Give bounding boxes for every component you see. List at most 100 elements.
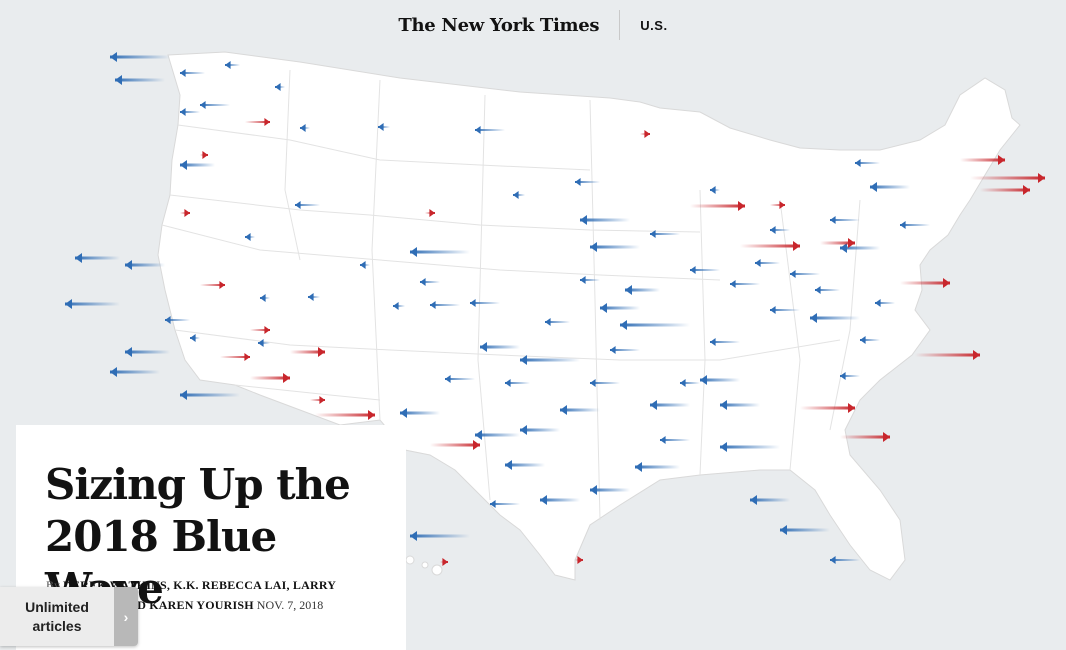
blue-shift-arrow: [469, 299, 501, 307]
red-shift-arrow: [219, 353, 251, 361]
blue-shift-arrow: [409, 247, 471, 257]
blue-shift-arrow: [519, 355, 581, 365]
blue-shift-arrow: [659, 436, 691, 444]
red-shift-arrow: [959, 155, 1006, 165]
blue-shift-arrow: [679, 379, 701, 387]
blue-shift-arrow: [479, 342, 521, 352]
red-shift-arrow: [799, 403, 856, 413]
blue-shift-arrow: [179, 160, 216, 170]
red-shift-arrow: [899, 278, 951, 288]
red-shift-arrow: [429, 440, 481, 450]
blue-shift-arrow: [779, 525, 831, 535]
blue-shift-arrow: [634, 462, 681, 472]
blue-shift-arrow: [399, 408, 441, 418]
red-shift-arrow: [199, 151, 209, 159]
unlimited-articles-promo[interactable]: Unlimited articles ›: [0, 587, 138, 646]
blue-shift-arrow: [589, 379, 621, 387]
blue-shift-arrow: [649, 400, 691, 410]
blue-shift-arrow: [544, 318, 571, 326]
blue-shift-arrow: [749, 495, 791, 505]
red-shift-arrow: [914, 350, 981, 360]
blue-shift-arrow: [74, 253, 121, 263]
blue-shift-arrow: [377, 123, 391, 131]
red-shift-arrow: [574, 556, 584, 564]
blue-shift-arrow: [809, 313, 861, 323]
district-shift-arrows: [64, 52, 1046, 566]
blue-shift-arrow: [814, 286, 841, 294]
red-shift-arrow: [439, 558, 449, 566]
blue-shift-arrow: [64, 299, 121, 309]
blue-shift-arrow: [519, 425, 561, 435]
blue-shift-arrow: [114, 75, 166, 85]
blue-shift-arrow: [392, 302, 406, 310]
chevron-right-icon[interactable]: ›: [114, 587, 138, 646]
blue-shift-arrow: [109, 367, 161, 377]
island-shapes: [405, 555, 443, 576]
blue-shift-arrow: [729, 280, 761, 288]
red-shift-arrow: [314, 410, 376, 420]
blue-shift-arrow: [769, 226, 791, 234]
blue-shift-arrow: [429, 301, 461, 309]
blue-shift-arrow: [574, 178, 601, 186]
red-shift-arrow: [249, 326, 271, 334]
blue-shift-arrow: [539, 495, 581, 505]
red-shift-arrow: [739, 241, 801, 251]
blue-shift-arrow: [719, 442, 781, 452]
red-shift-arrow: [249, 373, 291, 383]
blue-shift-arrow: [274, 83, 286, 91]
blue-shift-arrow: [829, 556, 861, 564]
red-shift-arrow: [289, 347, 326, 357]
blue-shift-arrow: [474, 430, 521, 440]
blue-shift-arrow: [589, 242, 641, 252]
blue-shift-arrow: [359, 261, 371, 269]
blue-shift-arrow: [124, 260, 166, 270]
blue-shift-arrow: [109, 52, 171, 62]
state-borders: [161, 69, 861, 521]
blue-shift-arrow: [179, 108, 201, 116]
red-shift-arrow: [199, 281, 226, 289]
blue-shift-arrow: [474, 126, 506, 134]
blue-shift-arrow: [589, 485, 631, 495]
blue-shift-arrow: [649, 230, 681, 238]
masthead-divider: [619, 10, 621, 40]
red-shift-arrow: [309, 396, 326, 404]
blue-shift-arrow: [699, 375, 741, 385]
blue-shift-arrow: [709, 338, 741, 346]
blue-shift-arrow: [179, 69, 206, 77]
red-shift-arrow: [179, 209, 191, 217]
promo-label[interactable]: Unlimited articles: [0, 587, 114, 646]
article-date: Nov. 7, 2018: [256, 598, 324, 612]
red-shift-arrow: [639, 130, 651, 138]
blue-shift-arrow: [579, 276, 601, 284]
masthead: The New York Times U.S.: [0, 0, 1066, 50]
red-shift-arrow: [969, 173, 1046, 183]
blue-shift-arrow: [257, 339, 271, 347]
blue-shift-arrow: [609, 346, 641, 354]
red-shift-arrow: [819, 238, 856, 248]
nyt-logo[interactable]: The New York Times: [398, 14, 600, 36]
blue-shift-arrow: [419, 278, 441, 286]
blue-shift-arrow: [124, 347, 171, 357]
blue-shift-arrow: [164, 316, 191, 324]
blue-shift-arrow: [869, 182, 911, 192]
blue-shift-arrow: [769, 306, 801, 314]
blue-shift-arrow: [709, 186, 721, 194]
red-shift-arrow: [424, 209, 436, 217]
red-shift-arrow: [769, 201, 786, 209]
blue-shift-arrow: [489, 500, 521, 508]
blue-shift-arrow: [299, 124, 311, 132]
blue-shift-arrow: [179, 390, 241, 400]
blue-shift-arrow: [504, 460, 546, 470]
red-shift-arrow: [689, 201, 746, 211]
blue-shift-arrow: [689, 266, 721, 274]
blue-shift-arrow: [899, 221, 931, 229]
blue-shift-arrow: [754, 259, 781, 267]
blue-shift-arrow: [624, 285, 661, 295]
blue-shift-arrow: [444, 375, 476, 383]
section-link-us[interactable]: U.S.: [640, 17, 668, 33]
blue-shift-arrow: [839, 243, 881, 253]
red-shift-arrow: [979, 185, 1031, 195]
red-shift-arrow: [244, 118, 271, 126]
blue-shift-arrow: [619, 320, 691, 330]
